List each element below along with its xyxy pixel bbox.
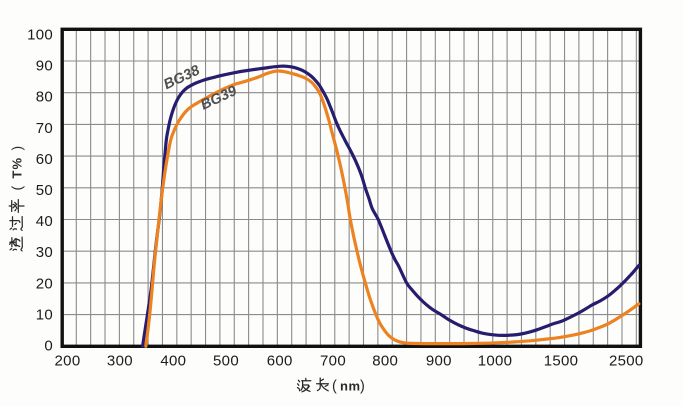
svg-text:1500: 1500 xyxy=(544,352,579,369)
svg-text:100: 100 xyxy=(27,27,53,44)
svg-text:2500: 2500 xyxy=(609,352,644,369)
svg-text:200: 200 xyxy=(55,352,81,369)
svg-text:20: 20 xyxy=(36,275,53,292)
svg-text:60: 60 xyxy=(36,151,53,168)
svg-text:400: 400 xyxy=(160,352,186,369)
svg-text:40: 40 xyxy=(36,213,53,230)
svg-text:900: 900 xyxy=(426,352,452,369)
svg-text:800: 800 xyxy=(372,352,398,369)
svg-text:10: 10 xyxy=(36,306,53,323)
svg-text:): ) xyxy=(9,146,25,151)
svg-text:1000: 1000 xyxy=(478,352,513,369)
svg-text:(: ( xyxy=(9,186,25,191)
svg-text:500: 500 xyxy=(213,352,239,369)
svg-text:30: 30 xyxy=(36,244,53,261)
svg-text:70: 70 xyxy=(36,120,53,137)
svg-text:80: 80 xyxy=(36,89,53,106)
svg-text:(: ( xyxy=(332,379,337,395)
svg-text:T%: T% xyxy=(10,157,25,179)
svg-text:): ) xyxy=(360,379,365,395)
svg-text:300: 300 xyxy=(107,352,133,369)
svg-text:90: 90 xyxy=(36,58,53,75)
svg-text:0: 0 xyxy=(44,338,53,355)
svg-text:50: 50 xyxy=(36,182,53,199)
svg-text:nm: nm xyxy=(340,379,361,394)
svg-text:600: 600 xyxy=(267,352,293,369)
svg-text:700: 700 xyxy=(320,352,346,369)
